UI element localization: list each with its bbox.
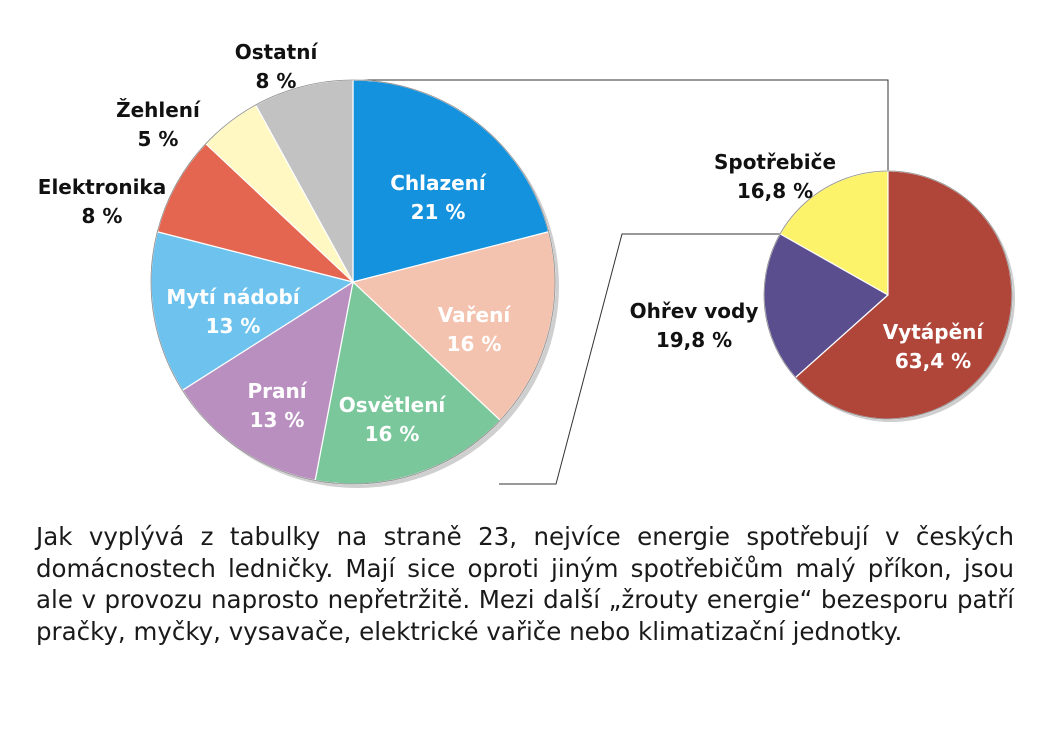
slice-value-vareni: 16 % (447, 332, 502, 356)
slice-label-chlazeni: Chlazení (390, 171, 487, 195)
slice-label-elektronika: Elektronika (38, 175, 166, 199)
slice-label-prani: Praní (247, 379, 307, 403)
slice-label-vytapeni: Vytápění (883, 320, 985, 344)
pie-outline (763, 170, 1013, 420)
pie-charts: Chlazení 21 % Vaření 16 % Osvětlení 16 % Praní… (38, 40, 1015, 488)
slice-label-ohrev-vody: Ohřev vody (630, 299, 759, 323)
slice-label-vareni: Vaření (438, 303, 512, 327)
slice-value-ohrev-vody: 19,8 % (656, 328, 732, 352)
slice-label-ostatni: Ostatní (235, 40, 319, 64)
slice-value-osvetleni: 16 % (365, 422, 420, 446)
slice-label-zehleni: Žehlení (116, 98, 201, 122)
slice-label-myti-nadobi: Mytí nádobí (166, 285, 300, 309)
slice-label-osvetleni: Osvětlení (339, 393, 447, 417)
main-pie: Chlazení 21 % Vaření 16 % Osvětlení 16 % Praní… (38, 40, 559, 488)
slice-value-chlazeni: 21 % (411, 200, 466, 224)
slice-value-myti-nadobi: 13 % (206, 314, 261, 338)
slice-value-vytapeni: 63,4 % (895, 349, 971, 373)
connector-line-bottom (499, 233, 782, 485)
caption-text: Jak vyplývá z tabulky na straně 23, nejv… (36, 522, 1014, 646)
slice-value-elektronika: 8 % (82, 204, 123, 228)
connector-line-top (353, 79, 889, 177)
pie-outline (150, 79, 556, 485)
slice-label-spotrebice: Spotřebiče (714, 150, 836, 174)
slice-value-prani: 13 % (250, 408, 305, 432)
slice-value-spotrebice: 16,8 % (737, 179, 813, 203)
slice-value-zehleni: 5 % (138, 127, 179, 151)
slice-value-ostatni: 8 % (256, 69, 297, 93)
detail-pie: Vytápění 63,4 % Ohřev vody 19,8 % Spotřebiče… (630, 150, 1015, 422)
